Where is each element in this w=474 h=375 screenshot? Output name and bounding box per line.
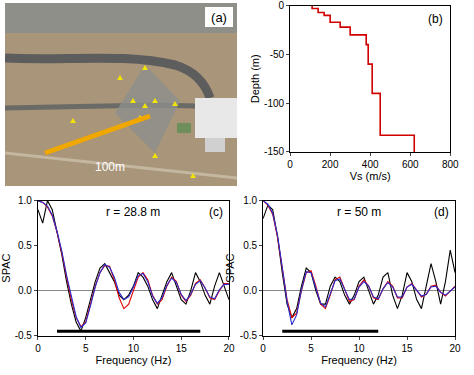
svg-text:0: 0 — [35, 343, 41, 354]
svg-text:0: 0 — [287, 159, 293, 170]
svg-text:-0.5: -0.5 — [240, 330, 258, 341]
svg-text:0: 0 — [260, 343, 266, 354]
svg-text:Vs (m/s): Vs (m/s) — [350, 170, 391, 182]
svg-text:15: 15 — [176, 343, 188, 354]
svg-text:(a): (a) — [211, 10, 227, 25]
svg-text:0: 0 — [279, 0, 285, 11]
svg-text:r = 50 m: r = 50 m — [337, 205, 381, 219]
svg-text:(d): (d) — [434, 205, 449, 219]
svg-text:1.0: 1.0 — [18, 195, 32, 206]
svg-text:(b): (b) — [428, 12, 443, 26]
svg-text:SPAC: SPAC — [0, 254, 12, 283]
svg-text:100m: 100m — [95, 160, 125, 174]
svg-text:0.5: 0.5 — [18, 240, 32, 251]
svg-text:0.0: 0.0 — [18, 285, 32, 296]
svg-text:SPAC: SPAC — [224, 254, 236, 283]
svg-text:Frequency (Hz): Frequency (Hz) — [321, 354, 397, 366]
svg-text:400: 400 — [362, 159, 379, 170]
svg-text:-150: -150 — [264, 146, 284, 157]
svg-text:10: 10 — [353, 343, 365, 354]
svg-text:0.5: 0.5 — [243, 240, 257, 251]
svg-text:5: 5 — [308, 343, 314, 354]
svg-text:10: 10 — [128, 343, 140, 354]
svg-text:0.0: 0.0 — [243, 285, 257, 296]
svg-text:-0.5: -0.5 — [15, 330, 33, 341]
svg-text:200: 200 — [322, 159, 339, 170]
svg-text:20: 20 — [449, 343, 461, 354]
svg-text:20: 20 — [223, 343, 235, 354]
svg-text:r = 28.8 m: r = 28.8 m — [106, 205, 160, 219]
svg-text:-100: -100 — [264, 98, 284, 109]
svg-text:1.0: 1.0 — [243, 195, 257, 206]
svg-text:600: 600 — [402, 159, 419, 170]
svg-text:-50: -50 — [270, 49, 285, 60]
svg-text:(c): (c) — [209, 205, 223, 219]
svg-text:Depth (m): Depth (m) — [249, 54, 261, 103]
svg-text:5: 5 — [83, 343, 89, 354]
svg-text:Frequency (Hz): Frequency (Hz) — [96, 354, 172, 366]
svg-text:800: 800 — [442, 159, 459, 170]
svg-text:15: 15 — [401, 343, 413, 354]
